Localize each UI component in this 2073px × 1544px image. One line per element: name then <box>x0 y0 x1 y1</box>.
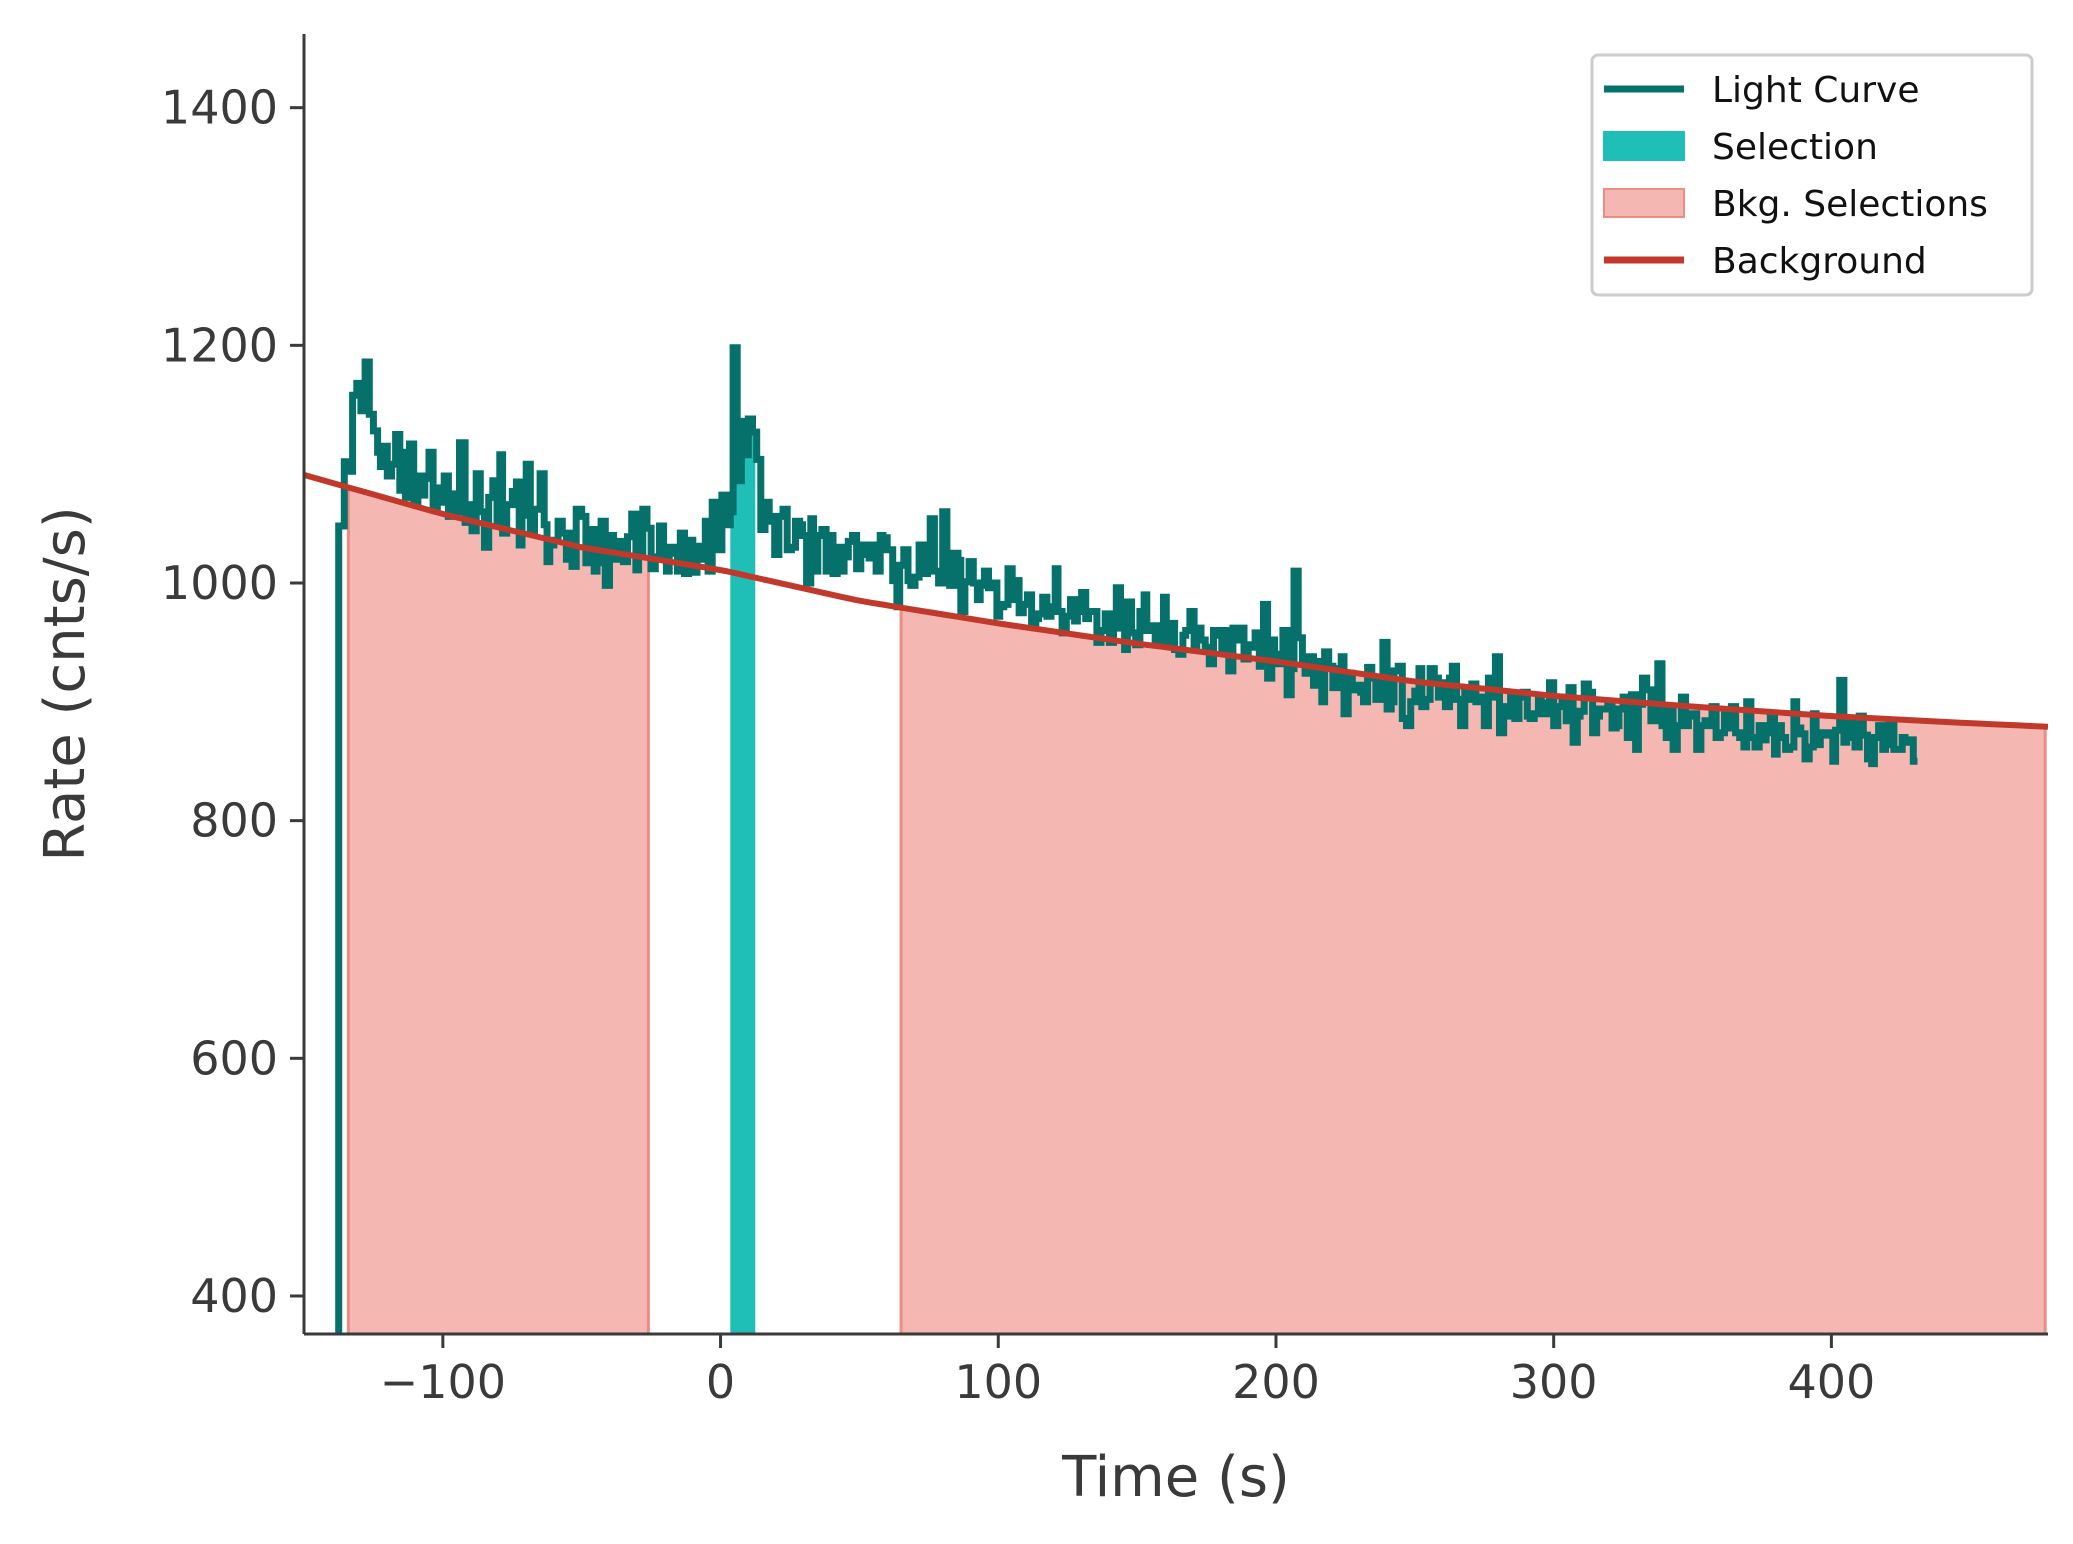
light-curve-layer <box>335 344 1918 1334</box>
background-model-layer <box>304 472 2048 730</box>
bkg-selection-1 <box>346 485 650 1334</box>
ticks: −100 0 100 200 300 400 400 600 800 1000 1200 1400 <box>161 81 1875 1409</box>
x-tick-label: 0 <box>706 1355 735 1409</box>
legend-label-4: Background <box>1712 241 1927 282</box>
y-tick-label: 800 <box>190 794 278 848</box>
background-model-line <box>304 472 2048 730</box>
light-curve-line <box>335 344 1918 1334</box>
y-tick-label: 1400 <box>161 81 278 135</box>
x-tick-label: 300 <box>1510 1355 1598 1409</box>
legend-label-1: Light Curve <box>1712 70 1920 111</box>
y-tick-label: 1000 <box>161 556 278 610</box>
x-tick-label: 100 <box>954 1355 1042 1409</box>
x-axis-label: Time (s) <box>1061 1445 1290 1510</box>
y-axis-label: Rate (cnts/s) <box>33 506 98 861</box>
selection-region <box>730 347 756 1334</box>
x-tick-label: 400 <box>1787 1355 1875 1409</box>
legend-swatch-2 <box>1603 131 1685 161</box>
y-tick-label: 1200 <box>161 318 278 372</box>
x-tick-label: 200 <box>1232 1355 1320 1409</box>
legend-label-3: Bkg. Selections <box>1712 184 1988 225</box>
y-tick-label: 400 <box>190 1269 278 1323</box>
legend-label-2: Selection <box>1712 127 1878 168</box>
legend-swatch-3 <box>1603 188 1685 218</box>
x-tick-label: −100 <box>380 1355 506 1409</box>
legend-box <box>1590 53 2034 297</box>
selection-fill <box>730 347 756 1334</box>
y-tick-label: 600 <box>190 1031 278 1085</box>
legend: Light Curve Selection Bkg. Selections Backg… <box>1590 53 2034 297</box>
axes <box>302 34 2048 1336</box>
